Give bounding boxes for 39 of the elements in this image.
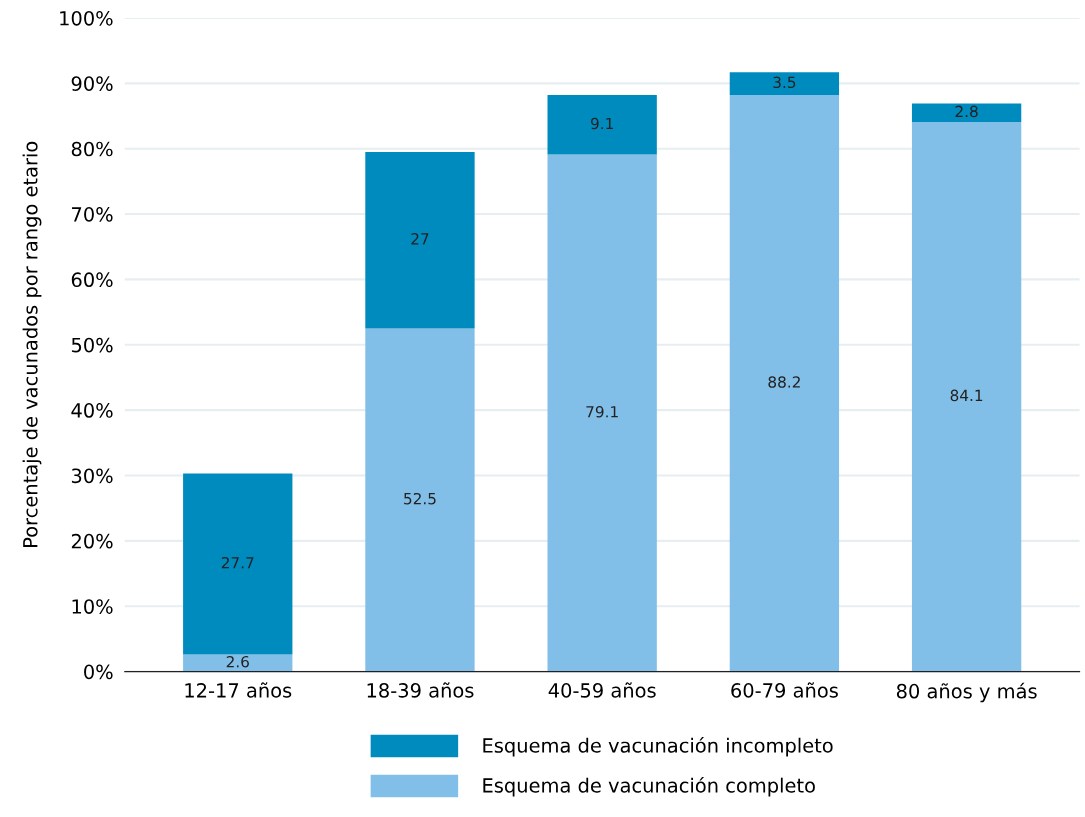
data-label: 2.8 bbox=[955, 105, 978, 118]
data-label: 79.1 bbox=[586, 405, 618, 418]
data-label: 27.7 bbox=[221, 556, 254, 569]
y-tick-label: 30% bbox=[71, 468, 113, 484]
legend-label: Esquema de vacunación completo bbox=[483, 776, 815, 797]
data-label: 84.1 bbox=[950, 389, 983, 402]
bar bbox=[365, 151, 475, 329]
bar bbox=[183, 654, 293, 672]
x-tick-label: 12-17 años bbox=[185, 682, 292, 698]
bar bbox=[547, 95, 657, 155]
y-tick-label: 50% bbox=[71, 337, 113, 353]
y-tick-label: 90% bbox=[71, 76, 113, 91]
y-tick-label: 10% bbox=[72, 599, 113, 614]
y-tick-label: 40% bbox=[71, 403, 113, 418]
y-axis-title: Porcentaje de vacunados por rango etario bbox=[22, 141, 42, 547]
y-tick-label: 20% bbox=[71, 533, 113, 549]
x-tick-label: 60-79 años bbox=[731, 682, 838, 698]
data-label: 27 bbox=[411, 233, 429, 245]
data-label: 52.5 bbox=[404, 492, 436, 505]
x-tick-label: 80 años y más bbox=[896, 682, 1037, 703]
bar bbox=[911, 121, 1022, 672]
legend-label: Esquema de vacunación incompleto bbox=[483, 736, 833, 757]
x-tick-label: 40-59 años bbox=[548, 682, 656, 698]
y-tick-label: 0% bbox=[84, 664, 113, 680]
bar bbox=[547, 154, 657, 672]
bar bbox=[911, 103, 1022, 122]
y-tick-label: 100% bbox=[60, 10, 113, 26]
bar bbox=[729, 95, 840, 672]
data-label: 2.6 bbox=[226, 655, 249, 668]
x-tick-label: 18-39 años bbox=[367, 682, 474, 698]
bar bbox=[365, 328, 475, 672]
bar bbox=[729, 72, 840, 96]
bar bbox=[183, 473, 293, 655]
y-tick-label: 60% bbox=[71, 272, 113, 288]
data-label: 88.2 bbox=[768, 376, 800, 388]
data-label: 3.5 bbox=[773, 76, 796, 89]
data-label: 9.1 bbox=[590, 117, 613, 130]
y-tick-label: 70% bbox=[72, 207, 113, 222]
y-tick-label: 80% bbox=[71, 141, 113, 157]
